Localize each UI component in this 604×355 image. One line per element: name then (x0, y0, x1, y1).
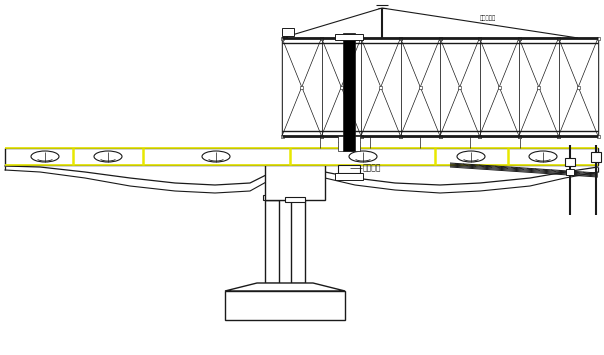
Bar (565, 158, 575, 166)
Bar (225, 291, 345, 320)
Ellipse shape (202, 151, 230, 162)
Bar (478, 37, 481, 39)
Bar (399, 135, 402, 137)
Bar (478, 135, 481, 137)
Bar (379, 86, 382, 88)
Ellipse shape (94, 151, 122, 162)
Bar (320, 37, 323, 39)
Bar (265, 200, 279, 283)
Polygon shape (225, 283, 345, 291)
Bar (359, 37, 362, 39)
Bar (440, 38, 480, 136)
Bar (280, 37, 283, 39)
Bar (518, 37, 521, 39)
Bar (282, 38, 321, 136)
Bar (591, 152, 601, 162)
Bar (399, 135, 402, 137)
Bar (439, 37, 442, 39)
Bar (321, 38, 361, 136)
Bar (280, 135, 283, 137)
Bar (300, 86, 303, 88)
Bar (285, 197, 305, 202)
Text: 负荷扩散梁: 负荷扩散梁 (480, 15, 496, 21)
Bar (263, 195, 307, 200)
Bar (518, 135, 521, 137)
Text: 已浇梁段: 已浇梁段 (363, 164, 382, 173)
Bar (597, 135, 600, 137)
Bar (320, 135, 323, 137)
Bar (265, 165, 325, 200)
Bar (343, 33, 355, 151)
Bar (338, 136, 360, 151)
Bar (498, 86, 501, 88)
Bar (359, 135, 362, 137)
Bar (339, 86, 342, 88)
Bar (439, 37, 442, 39)
Bar (557, 135, 560, 137)
Bar (478, 135, 481, 137)
Bar (439, 135, 442, 137)
Ellipse shape (457, 151, 485, 162)
Bar (419, 86, 422, 88)
Bar (282, 38, 598, 136)
Bar (400, 38, 440, 136)
Bar (5, 148, 598, 165)
Bar (335, 173, 363, 180)
Ellipse shape (529, 151, 557, 162)
Bar (458, 86, 461, 88)
Bar (320, 135, 323, 137)
Bar (338, 165, 360, 173)
Bar (559, 38, 598, 136)
Bar (291, 200, 305, 283)
Ellipse shape (349, 151, 377, 162)
Bar (478, 37, 481, 39)
Bar (399, 37, 402, 39)
Bar (399, 37, 402, 39)
Ellipse shape (31, 151, 59, 162)
Bar (282, 28, 294, 36)
Bar (597, 37, 600, 39)
Bar (518, 37, 521, 39)
Bar (566, 169, 574, 175)
Bar (557, 37, 560, 39)
Bar (480, 38, 519, 136)
Bar (320, 37, 323, 39)
Bar (577, 86, 580, 88)
Bar (537, 86, 540, 88)
Bar (557, 37, 560, 39)
Bar (519, 38, 559, 136)
Bar (439, 135, 442, 137)
Bar (359, 37, 362, 39)
Bar (359, 135, 362, 137)
Bar (361, 38, 400, 136)
Bar (557, 135, 560, 137)
Bar (335, 34, 363, 40)
Bar (518, 135, 521, 137)
